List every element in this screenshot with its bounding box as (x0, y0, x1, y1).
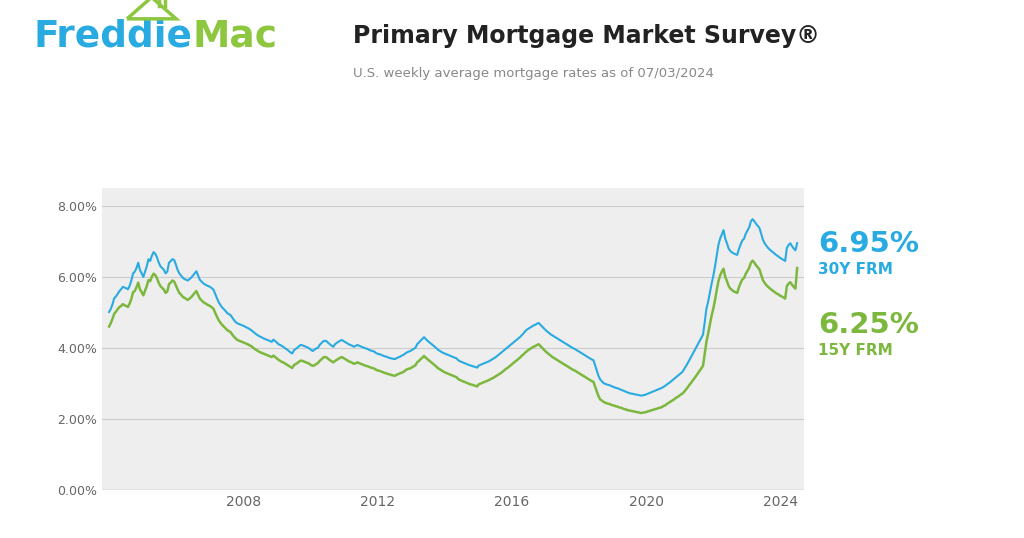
Text: Mac: Mac (193, 19, 278, 55)
Text: Primary Mortgage Market Survey®: Primary Mortgage Market Survey® (353, 24, 820, 48)
Text: 6.95%: 6.95% (818, 230, 919, 258)
Text: 6.25%: 6.25% (818, 312, 919, 339)
Text: 30Y FRM: 30Y FRM (818, 262, 893, 277)
Text: U.S. weekly average mortgage rates as of 07/03/2024: U.S. weekly average mortgage rates as of… (353, 67, 714, 80)
Text: 15Y FRM: 15Y FRM (818, 343, 893, 358)
Text: Freddie: Freddie (34, 19, 193, 55)
